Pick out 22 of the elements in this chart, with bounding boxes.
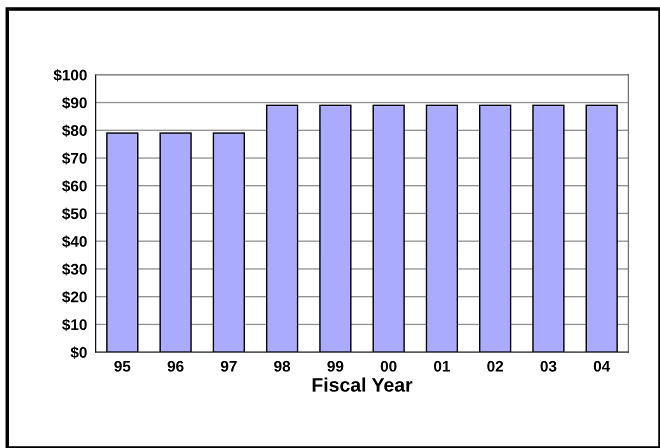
y-tick-label: $100 <box>54 69 87 82</box>
x-tick-label: 01 <box>434 360 450 372</box>
y-tick-label: $10 <box>62 318 87 332</box>
x-tick-label: 04 <box>594 360 610 372</box>
x-axis-title: Fiscal Year <box>312 377 412 392</box>
y-tick-label: $40 <box>62 235 87 248</box>
x-tick-label: 96 <box>168 360 184 372</box>
x-tick-label: 97 <box>220 360 237 372</box>
x-tick-label: 98 <box>274 360 290 372</box>
y-tick-label: $60 <box>62 180 87 192</box>
y-tick-label: $50 <box>62 208 87 220</box>
x-tick-label: 02 <box>487 360 504 372</box>
y-tick-label: $90 <box>62 96 87 110</box>
x-tick-label: 03 <box>540 360 556 372</box>
x-tick-label: 95 <box>114 360 130 372</box>
x-tick-label: 00 <box>380 360 397 372</box>
y-tick-label: $30 <box>62 263 87 276</box>
x-tick-label: 99 <box>327 360 344 372</box>
y-tick-label: $80 <box>62 124 87 137</box>
y-tick-label: $20 <box>62 290 87 304</box>
y-tick-label: $70 <box>62 152 87 165</box>
y-tick-label: $0 <box>70 346 87 359</box>
